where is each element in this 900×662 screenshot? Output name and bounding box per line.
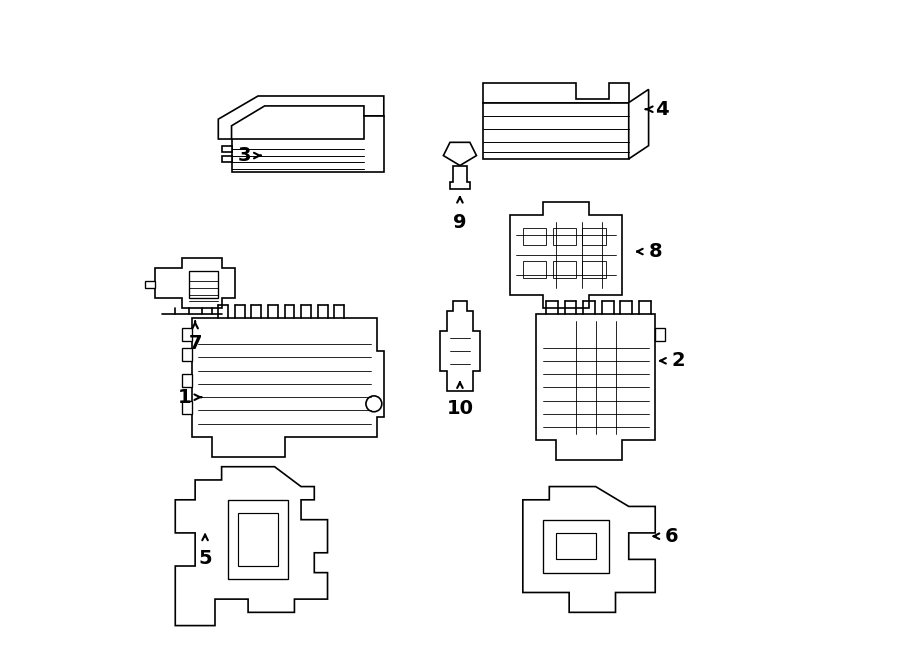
Text: 8: 8 [649, 242, 662, 261]
Bar [582, 261, 606, 278]
Polygon shape [440, 301, 480, 391]
Polygon shape [655, 328, 665, 341]
Text: 5: 5 [198, 549, 212, 569]
Bar [523, 261, 546, 278]
Polygon shape [182, 348, 192, 361]
Text: 9: 9 [454, 213, 467, 232]
Polygon shape [221, 156, 231, 162]
Text: 7: 7 [188, 334, 202, 354]
Bar [523, 228, 546, 245]
Polygon shape [523, 487, 655, 612]
Polygon shape [229, 500, 288, 579]
Polygon shape [536, 314, 655, 460]
Text: 2: 2 [671, 352, 686, 370]
Polygon shape [238, 513, 278, 566]
Polygon shape [450, 166, 470, 189]
Polygon shape [509, 202, 622, 308]
Polygon shape [629, 89, 649, 159]
Text: 4: 4 [655, 100, 669, 118]
Polygon shape [192, 318, 383, 457]
Polygon shape [444, 142, 476, 166]
Bar [582, 228, 606, 245]
Polygon shape [231, 116, 383, 172]
Polygon shape [543, 520, 609, 573]
Polygon shape [146, 281, 156, 288]
Text: 1: 1 [178, 388, 192, 406]
Text: 3: 3 [238, 146, 251, 165]
Polygon shape [182, 401, 192, 414]
Polygon shape [219, 96, 383, 139]
Polygon shape [556, 533, 596, 559]
Polygon shape [483, 103, 629, 159]
Polygon shape [182, 374, 192, 387]
Polygon shape [188, 271, 219, 298]
Polygon shape [156, 258, 235, 308]
Text: 10: 10 [446, 399, 473, 418]
Bar [553, 228, 576, 245]
Polygon shape [483, 83, 629, 103]
Polygon shape [182, 328, 192, 341]
Polygon shape [221, 146, 231, 152]
Polygon shape [176, 467, 328, 626]
Bar [553, 261, 576, 278]
Text: 6: 6 [665, 527, 679, 545]
